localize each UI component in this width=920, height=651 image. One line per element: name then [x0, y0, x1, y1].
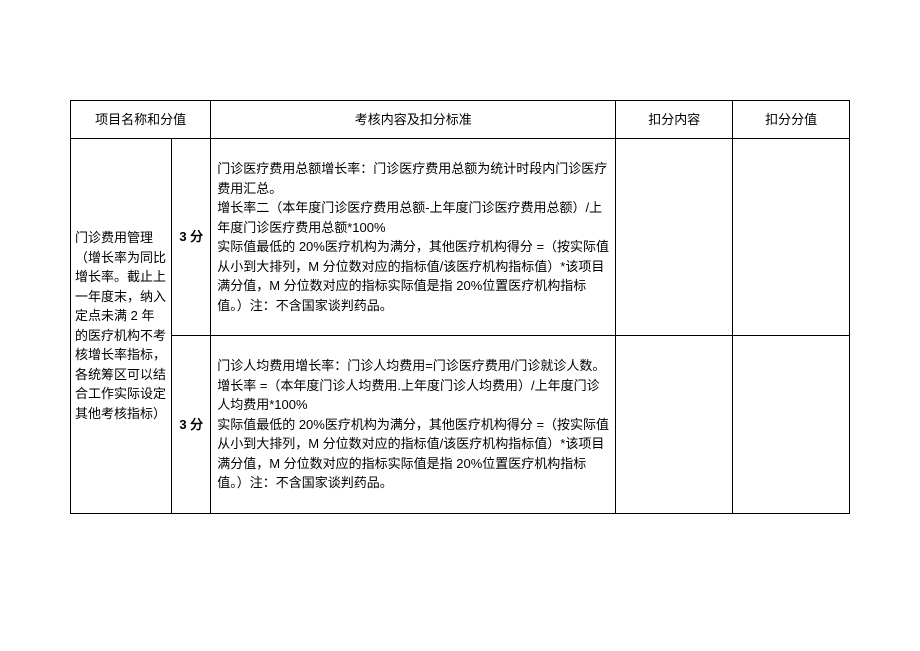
- content-cell: 门诊人均费用增长率：门诊人均费用=门诊医疗费用/门诊就诊人数。增长率 =（本年度…: [211, 336, 616, 514]
- deduction-value-cell: [733, 139, 850, 336]
- table-row: 3 分 门诊人均费用增长率：门诊人均费用=门诊医疗费用/门诊就诊人数。增长率 =…: [71, 336, 850, 514]
- content-cell: 门诊医疗费用总额增长率：门诊医疗费用总额为统计时段内门诊医疗费用汇总。增长率二（…: [211, 139, 616, 336]
- score-cell: 3 分: [172, 139, 211, 336]
- header-deduction: 扣分内容: [616, 101, 733, 139]
- header-row: 项目名称和分值 考核内容及扣分标准 扣分内容 扣分分值: [71, 101, 850, 139]
- header-name: 项目名称和分值: [71, 101, 211, 139]
- deduction-value-cell: [733, 336, 850, 514]
- project-name-cell: 门诊费用管理（增长率为同比增长率。截止上一年度末，纳入定点未满 2 年的医疗机构…: [71, 139, 172, 514]
- score-cell: 3 分: [172, 336, 211, 514]
- header-deduction-value: 扣分分值: [733, 101, 850, 139]
- table-row: 门诊费用管理（增长率为同比增长率。截止上一年度末，纳入定点未满 2 年的医疗机构…: [71, 139, 850, 336]
- deduction-cell: [616, 336, 733, 514]
- assessment-table: 项目名称和分值 考核内容及扣分标准 扣分内容 扣分分值 门诊费用管理（增长率为同…: [70, 100, 850, 514]
- header-content: 考核内容及扣分标准: [211, 101, 616, 139]
- deduction-cell: [616, 139, 733, 336]
